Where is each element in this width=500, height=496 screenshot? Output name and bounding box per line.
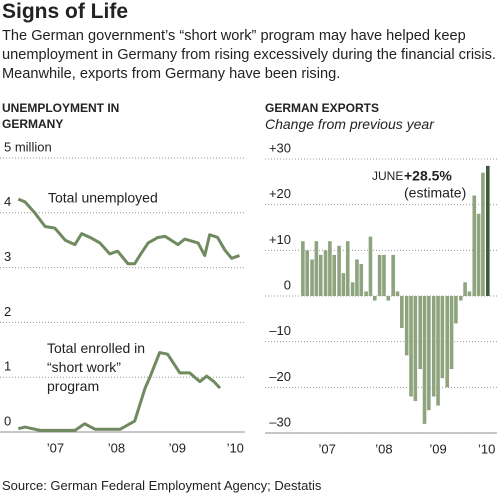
line xyxy=(17,351,222,432)
x-tick-label: ’09 xyxy=(169,440,186,455)
bar xyxy=(481,172,485,296)
bar xyxy=(355,259,359,296)
bar xyxy=(458,296,463,301)
bar xyxy=(431,296,436,397)
bar xyxy=(359,264,364,296)
source: Source: German Federal Employment Agency… xyxy=(2,478,322,493)
x-tick-label: ’08 xyxy=(108,440,125,455)
bar xyxy=(409,296,413,397)
bar xyxy=(368,236,373,296)
bar xyxy=(364,291,368,296)
bar xyxy=(341,273,346,296)
y-tick-label: –30 xyxy=(269,414,291,429)
y-tick-label: 2 xyxy=(4,304,11,319)
line xyxy=(17,197,241,266)
bar xyxy=(395,291,400,296)
bar xyxy=(391,254,395,296)
panel-subtitle: Change from previous year xyxy=(265,116,434,132)
bar xyxy=(436,296,440,406)
series-label: Total enrolled in “short work” program xyxy=(47,340,146,394)
y-tick-label: +20 xyxy=(269,186,291,201)
y-tick-label: +10 xyxy=(269,232,291,247)
bar xyxy=(386,296,391,301)
bar xyxy=(422,296,427,424)
bar xyxy=(454,296,458,324)
bar xyxy=(440,296,445,379)
bar xyxy=(328,241,332,296)
y-tick-label: +30 xyxy=(269,140,291,155)
y-tick-label: 5 million xyxy=(4,139,52,154)
bar xyxy=(323,250,328,296)
x-tick-label: ’10 xyxy=(227,440,244,455)
bar xyxy=(404,296,409,356)
bar xyxy=(345,241,350,296)
bar xyxy=(310,259,314,296)
y-tick-label: 0 xyxy=(4,413,11,428)
y-tick-label: 3 xyxy=(4,249,11,264)
y-tick-label: 1 xyxy=(4,359,11,374)
bar xyxy=(372,296,377,301)
value-label: +28.5% xyxy=(404,168,452,184)
y-tick-label: 0 xyxy=(284,277,291,292)
y-tick-label: –20 xyxy=(269,369,291,384)
bar xyxy=(350,282,355,296)
bar xyxy=(332,254,337,296)
bar xyxy=(318,254,323,296)
y-tick-label: 4 xyxy=(4,194,11,209)
annotation: JUNE xyxy=(372,169,403,183)
bar xyxy=(486,165,490,296)
y-tick-label: –10 xyxy=(269,323,291,338)
x-tick-label: ’08 xyxy=(375,441,392,456)
bar xyxy=(382,254,386,296)
panel-title: GERMAN EXPORTS xyxy=(265,101,380,115)
bar xyxy=(463,282,467,296)
bar xyxy=(449,296,454,370)
bar xyxy=(467,291,472,296)
x-tick-label: ’10 xyxy=(478,441,495,456)
x-tick-label: ’07 xyxy=(319,441,336,456)
title: Signs of Life xyxy=(2,0,128,23)
bar xyxy=(301,241,305,296)
bar xyxy=(476,213,481,296)
bar xyxy=(445,296,450,388)
x-tick-label: ’09 xyxy=(429,441,446,456)
bar xyxy=(413,296,418,402)
description: The German government’s “short work” pro… xyxy=(2,28,496,82)
bar xyxy=(472,195,477,296)
series-label: Total unemployed xyxy=(48,190,158,206)
bar xyxy=(305,250,309,296)
bar xyxy=(400,296,404,328)
bar xyxy=(314,241,319,296)
x-tick-label: ’07 xyxy=(47,440,64,455)
bar xyxy=(418,296,423,370)
panel-title: UNEMPLOYMENT IN GERMANY xyxy=(2,101,120,131)
bar xyxy=(377,254,382,296)
annotation-note: (estimate) xyxy=(404,185,466,201)
bar xyxy=(337,245,341,296)
bar xyxy=(427,296,431,411)
